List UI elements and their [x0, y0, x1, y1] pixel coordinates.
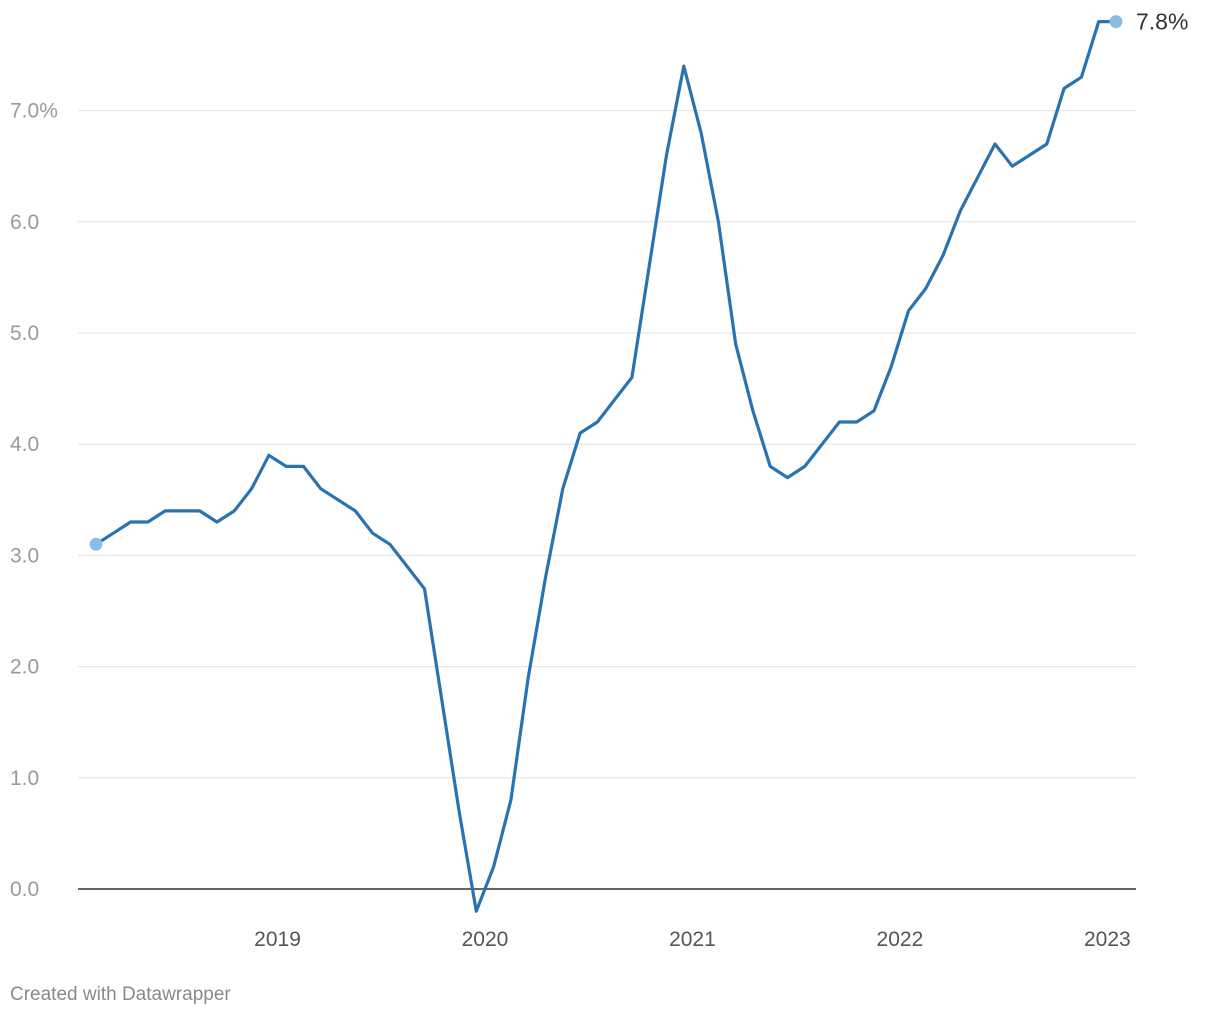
data-point	[388, 543, 391, 546]
y-tick-label: 6.0	[10, 211, 39, 234]
data-point	[1045, 142, 1048, 145]
x-tick-label: 2020	[462, 928, 509, 951]
x-axis-tick-labels: 2019 2020 2021 2022 2023	[254, 928, 1131, 951]
y-axis-tick-labels: 7.0% 6.0 5.0 4.0 3.0 2.0 1.0 0.0	[10, 100, 58, 901]
data-point	[337, 498, 340, 501]
data-point	[648, 265, 651, 268]
data-point	[579, 432, 582, 435]
data-point	[129, 521, 132, 524]
data-point	[302, 465, 305, 468]
data-point	[267, 454, 270, 457]
data-point	[596, 420, 599, 423]
data-point	[458, 810, 461, 813]
data-point	[146, 521, 149, 524]
data-point	[1063, 87, 1066, 90]
data-point	[907, 309, 910, 312]
data-point	[976, 176, 979, 179]
y-tick-label: 0.0	[10, 878, 39, 901]
data-point	[942, 254, 945, 257]
data-point	[751, 409, 754, 412]
data-point	[924, 287, 927, 290]
x-tick-label: 2021	[669, 928, 716, 951]
credit-text: Created with Datawrapper	[10, 984, 231, 1005]
x-tick-label: 2019	[254, 928, 301, 951]
y-tick-label: 1.0	[10, 767, 39, 790]
data-point	[665, 154, 668, 157]
data-point	[803, 465, 806, 468]
series-layer	[94, 20, 1118, 913]
data-point	[319, 487, 322, 490]
line-chart: 7.0%6.05.04.03.02.01.00.0 2019 2020 2021 20…	[10, 9, 1188, 951]
series-line	[94, 20, 1118, 913]
data-point	[1080, 76, 1083, 79]
data-point	[198, 509, 201, 512]
data-point	[250, 487, 253, 490]
data-point	[475, 910, 478, 913]
data-point	[734, 343, 737, 346]
data-point	[993, 142, 996, 145]
data-point	[1011, 165, 1014, 168]
data-point	[216, 521, 219, 524]
data-point	[544, 576, 547, 579]
y-tick-label: 4.0	[10, 433, 39, 456]
data-point	[1028, 154, 1031, 157]
y-tick-label: 7.0%	[10, 100, 58, 123]
data-point	[285, 465, 288, 468]
data-point	[440, 698, 443, 701]
data-point	[786, 476, 789, 479]
gridlines	[78, 110, 1136, 890]
data-point	[959, 209, 962, 212]
data-point	[700, 131, 703, 134]
data-point	[509, 799, 512, 802]
data-points	[95, 20, 1118, 913]
data-point	[423, 587, 426, 590]
endpoint-markers	[89, 15, 1123, 551]
x-tick-label: 2023	[1084, 928, 1131, 951]
start-point-marker	[89, 537, 103, 551]
data-point	[769, 465, 772, 468]
y-tick-label: 2.0	[10, 656, 39, 679]
data-point	[890, 365, 893, 368]
data-point	[717, 220, 720, 223]
data-point	[821, 443, 824, 446]
data-point	[527, 676, 530, 679]
data-point	[112, 532, 115, 535]
data-point	[354, 509, 357, 512]
data-point	[630, 376, 633, 379]
data-point	[855, 420, 858, 423]
y-tick-label: 5.0	[10, 322, 39, 345]
data-point	[872, 409, 875, 412]
x-tick-label: 2022	[877, 928, 924, 951]
data-point	[1097, 20, 1100, 23]
data-point	[233, 509, 236, 512]
end-value-label: 7.8%	[1136, 9, 1188, 35]
data-point	[406, 565, 409, 568]
y-tick-label: 3.0	[10, 544, 39, 567]
data-point	[613, 398, 616, 401]
data-point	[838, 420, 841, 423]
data-point	[371, 532, 374, 535]
data-point	[561, 487, 564, 490]
data-point	[492, 865, 495, 868]
data-point	[164, 509, 167, 512]
data-point	[682, 65, 685, 68]
data-point	[181, 509, 184, 512]
end-point-marker	[1109, 15, 1123, 29]
